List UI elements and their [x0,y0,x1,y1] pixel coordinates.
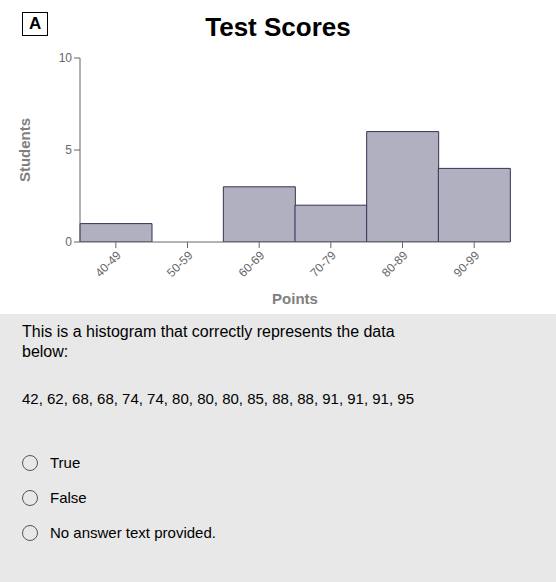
html-text:No answer text provided.: No answer text provided. [50,524,216,541]
html-text:This is a histogram that corre: This is a histogram that correctly repre… [22,323,395,360]
html-text:Test Scores: Test Scores [205,12,351,42]
html-text:42, 62, 68, 68, 74, 74, 80, 80: 42, 62, 68, 68, 74, 74, 80, 80, 80, 85, … [22,390,414,407]
html-text:True: True [50,454,81,471]
svg-text:Points: Points [272,290,318,307]
svg-text:0: 0 [65,235,72,249]
svg-text:80-89: 80-89 [379,248,411,280]
svg-text:5: 5 [65,143,72,157]
svg-text:60-69: 60-69 [236,248,268,280]
html-text:A: A [29,14,42,33]
svg-text:50-59: 50-59 [164,248,196,280]
svg-text:90-99: 90-99 [451,248,483,280]
svg-text:10: 10 [59,51,73,65]
svg-text:Students: Students [16,118,33,182]
html-text:False: False [50,489,87,506]
svg-text:70-79: 70-79 [307,248,339,280]
svg-text:40-49: 40-49 [92,248,124,280]
